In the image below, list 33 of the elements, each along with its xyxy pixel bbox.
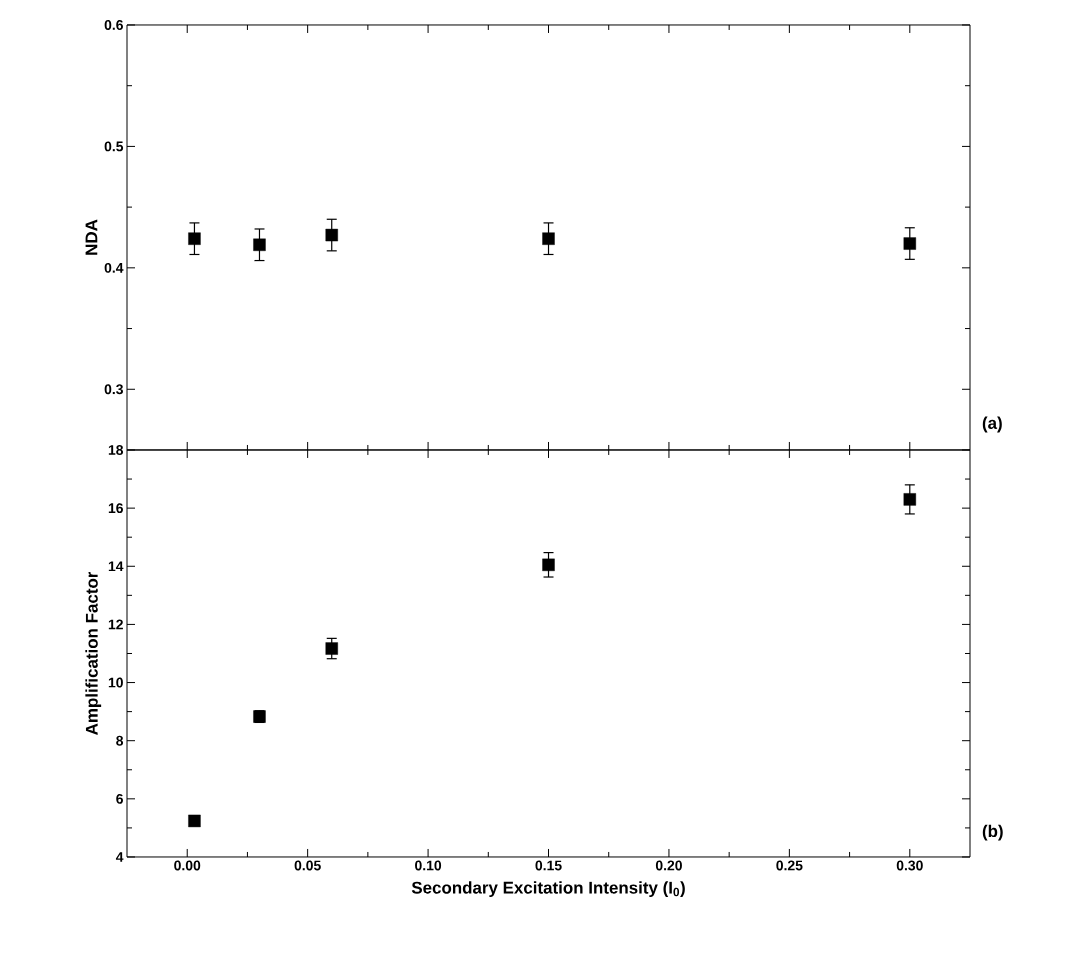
- y-tick-label: 8: [116, 735, 124, 746]
- x-tick-label: 0.30: [896, 860, 923, 871]
- text: (b): [982, 824, 1003, 841]
- y-tick-label: 0.4: [104, 262, 124, 273]
- x-tick-label: 0.10: [415, 860, 442, 871]
- point: [188, 814, 201, 828]
- y-tick-label: 18: [108, 445, 124, 455]
- point: [325, 642, 338, 655]
- point: [542, 558, 555, 572]
- y-tick-label: 10: [108, 677, 123, 688]
- x-tick-label: 0.20: [655, 860, 682, 871]
- y-tick-label: 0.6: [104, 20, 123, 30]
- x-tick-label: 0.05: [294, 860, 321, 871]
- point: [188, 232, 201, 245]
- y-tick-label: 12: [108, 619, 123, 630]
- y-tick-label: 0.3: [104, 384, 123, 395]
- y-tick-label: 14: [108, 561, 124, 572]
- y-tick-label: 6: [116, 793, 123, 804]
- y-tick-label: 4: [115, 852, 124, 862]
- y-tick-label: 0.5: [104, 141, 124, 152]
- y-axis-title: Amplification Factor: [85, 571, 102, 735]
- point: [325, 228, 338, 242]
- y-tick-label: 16: [108, 503, 123, 514]
- x-axis-title: Secondary Excitation Intensity (I$_{0}$): [411, 881, 685, 898]
- point: [253, 238, 266, 251]
- x-tick-label: 0.25: [776, 860, 803, 871]
- x-tick-label: 0.00: [174, 860, 201, 871]
- point: [542, 232, 555, 245]
- text: (a): [982, 416, 1002, 433]
- x-tick-label: 0.15: [535, 860, 562, 871]
- y-axis-title: NDA: [85, 219, 98, 255]
- point: [903, 493, 916, 506]
- point: [903, 237, 916, 250]
